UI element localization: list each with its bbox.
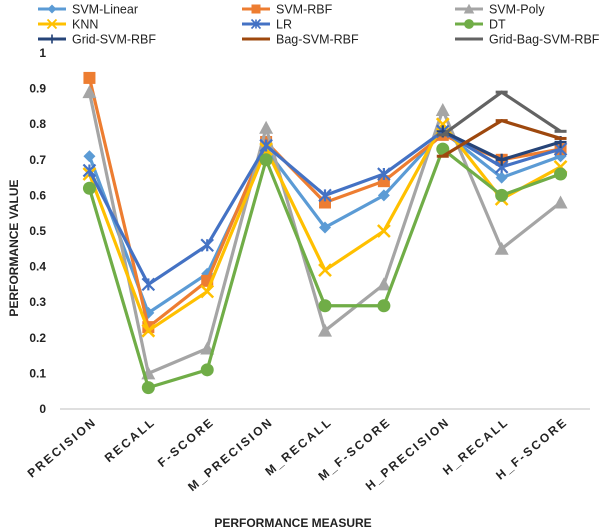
knn-point — [318, 263, 332, 278]
svm-poly-point — [259, 120, 274, 134]
dt-point — [141, 381, 155, 395]
legend-knn-point — [46, 18, 58, 30]
legend-item-svm-poly: SVM-Poly — [455, 3, 545, 17]
series-svm-rbf — [83, 71, 567, 334]
lr-point — [259, 138, 273, 153]
legend-item-svm-linear: SVM-Linear — [38, 3, 138, 17]
y-tick-label: 0.5 — [29, 224, 46, 238]
legend-label: SVM-RBF — [276, 3, 333, 17]
y-tick-label: 0.8 — [29, 117, 46, 131]
legend-label: SVM-Poly — [489, 3, 545, 17]
y-tick-label: 0.4 — [29, 260, 46, 274]
series-svm-linear — [83, 125, 567, 319]
knn-point — [200, 284, 215, 299]
grid-svm-rbf-point — [495, 153, 508, 166]
legend-item-grid-bag-svm-rbf: Grid-Bag-SVM-RBF — [455, 33, 600, 47]
legend-label: SVM-Linear — [72, 3, 138, 17]
legend-svm-poly-point — [463, 3, 475, 14]
y-axis-title: PERFORMANCE VALUE — [7, 179, 21, 316]
dt-point — [82, 181, 96, 195]
x-tick-label: F-SCORE — [155, 415, 217, 470]
lr-point — [377, 167, 391, 181]
legend-dt-point — [464, 19, 474, 29]
y-tick-label: 0.2 — [29, 331, 46, 345]
dt-point — [318, 299, 332, 313]
dt-point — [259, 153, 273, 167]
svm-poly-point — [82, 85, 97, 99]
legend-item-grid-svm-rbf: Grid-SVM-RBF — [38, 33, 156, 47]
legend-lr-point — [250, 18, 262, 30]
y-tick-label: 0.3 — [29, 295, 46, 309]
legend-item-lr: LR — [242, 18, 292, 32]
legend-label: KNN — [72, 18, 98, 32]
svm-linear-point — [83, 150, 96, 163]
series-group — [82, 71, 568, 395]
series-bag-svm-rbf — [436, 119, 567, 158]
svm-linear-point — [377, 189, 390, 202]
svm-rbf-point — [83, 71, 96, 84]
svm-poly-point — [318, 323, 332, 337]
legend-item-svm-rbf: SVM-RBF — [242, 3, 333, 17]
legend-label: Grid-SVM-RBF — [72, 33, 156, 47]
legend-label: LR — [276, 18, 292, 32]
legend-item-knn: KNN — [38, 18, 98, 32]
svm-poly-point — [553, 195, 568, 209]
legend-item-bag-svm-rbf: Bag-SVM-RBF — [242, 33, 359, 47]
dt-point — [554, 167, 568, 181]
svm-poly-point — [435, 102, 450, 116]
svm-poly-point — [200, 341, 215, 355]
series-knn — [82, 117, 568, 338]
x-tick-label: PRECISION — [25, 415, 100, 481]
legend-svm-linear-point — [47, 4, 57, 14]
lr-point — [200, 238, 214, 253]
series-grid-bag-svm-rbf — [436, 90, 567, 137]
legend-label: Grid-Bag-SVM-RBF — [489, 33, 600, 47]
svm-linear-point — [495, 171, 508, 184]
lr-point — [82, 163, 97, 178]
dt-point — [495, 188, 509, 202]
x-tick-label: RECALL — [102, 415, 158, 465]
lr-point — [318, 188, 332, 203]
dt-point — [436, 142, 450, 156]
y-tick-label: 0.6 — [29, 188, 46, 202]
knn-point — [377, 224, 391, 238]
legend-item-dt: DT — [455, 18, 506, 32]
legend-svm-rbf-point — [251, 4, 261, 14]
y-tick-label: 0.1 — [29, 366, 46, 380]
legend-grid-svm-rbf-point — [47, 34, 57, 44]
series-dt — [82, 142, 568, 395]
legend-label: DT — [489, 18, 506, 32]
y-tick-label: 1 — [39, 46, 46, 60]
svm-linear-point — [319, 221, 331, 234]
y-tick-label: 0 — [39, 402, 46, 416]
grid-bag-svm-rbf-line — [441, 90, 562, 137]
y-tick-label: 0.7 — [29, 153, 46, 167]
y-tick-label: 0.9 — [29, 82, 46, 96]
legend: SVM-Linear SVM-RBF SVM-Poly KNN LR DT Grid-SVM… — [38, 3, 600, 47]
lr-point — [141, 277, 156, 292]
svm-poly-point — [376, 277, 391, 291]
dt-point — [200, 363, 214, 377]
x-axis-title: PERFORMANCE MEASURE — [214, 516, 371, 530]
knn-point — [141, 323, 156, 338]
legend-label: Bag-SVM-RBF — [276, 33, 359, 47]
dt-point — [377, 299, 391, 313]
svm-poly-point — [494, 241, 509, 255]
